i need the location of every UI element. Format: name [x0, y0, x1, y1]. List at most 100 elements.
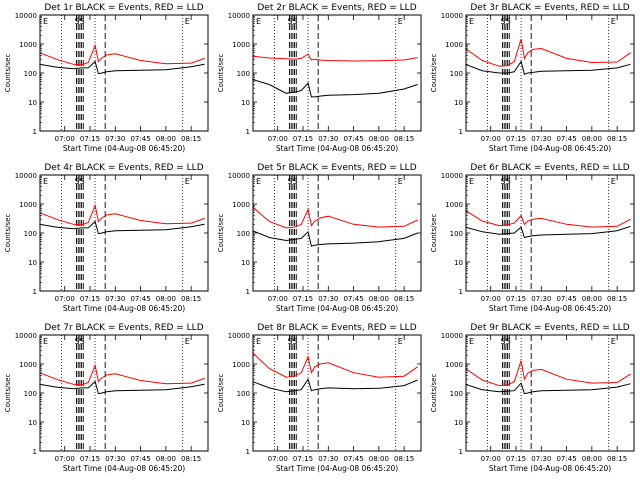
event-annotation: SS: [288, 17, 298, 26]
series-lld-line: [39, 43, 205, 66]
y-tick-label: 10: [28, 419, 37, 427]
detector-panel: Det 5r BLACK = Events, RED = LLD 1 10 100 10…: [217, 163, 422, 313]
y-tick-label: 1: [459, 448, 463, 456]
event-annotation: E: [43, 337, 48, 346]
y-tick-label: 10000: [228, 332, 250, 340]
x-tick-label: 07:15: [293, 295, 313, 303]
x-tick-label: 08:00: [582, 295, 602, 303]
x-tick-label: 08:15: [394, 135, 414, 143]
y-tick-label: 10000: [228, 172, 250, 180]
y-tick-label: 100: [24, 230, 37, 238]
series-lld-line: [465, 38, 631, 67]
y-tick-label: 1: [33, 288, 37, 296]
y-tick-label: 100: [450, 70, 463, 78]
detector-panel: Det 2r BLACK = Events, RED = LLD 1 10 100 10…: [217, 3, 422, 153]
x-tick-label: 08:00: [582, 135, 602, 143]
y-tick-label: 10: [241, 99, 250, 107]
panel-title: Det 8r BLACK = Events, RED = LLD: [257, 323, 416, 333]
event-annotation: SS: [501, 177, 511, 186]
event-annotation: E: [43, 17, 48, 26]
y-tick-label: 100: [237, 390, 250, 398]
event-annotation: SS: [288, 177, 298, 186]
y-tick-label: 100: [237, 230, 250, 238]
series-events-line: [465, 225, 631, 239]
x-axis-label: Start Time (04-Aug-08 06:45:20): [63, 304, 185, 313]
series-lld-line: [39, 363, 205, 386]
y-axis-label: Counts/sec: [430, 374, 438, 413]
y-tick-label: 1: [33, 128, 37, 136]
x-tick-label: 07:15: [293, 455, 313, 463]
y-tick-label: 1000: [232, 41, 250, 49]
series-events-line: [39, 220, 205, 235]
x-tick-label: 07:45: [556, 455, 576, 463]
y-tick-label: 1: [459, 128, 463, 136]
x-tick-label: 07:30: [531, 455, 551, 463]
x-axis-label: Start Time (04-Aug-08 06:45:20): [489, 464, 611, 473]
x-tick-label: 07:45: [130, 295, 150, 303]
x-tick-label: 07:45: [343, 295, 363, 303]
x-tick-label: 08:15: [181, 295, 201, 303]
x-tick-label: 07:30: [531, 135, 551, 143]
detector-panel: Det 4r BLACK = Events, RED = LLD 1 10 100 10…: [4, 163, 209, 313]
y-axis-label: Counts/sec: [430, 214, 438, 253]
x-tick-label: 07:00: [55, 455, 75, 463]
series-lld-line: [252, 352, 418, 378]
y-axis-label: Counts/sec: [217, 54, 225, 93]
detector-panel: Det 8r BLACK = Events, RED = LLD 1 10 100 10…: [217, 323, 422, 473]
x-tick-label: 08:15: [607, 135, 627, 143]
series-events-line: [252, 230, 418, 247]
x-tick-label: 07:30: [105, 455, 125, 463]
x-tick-label: 07:00: [481, 135, 501, 143]
panel-title: Det 9r BLACK = Events, RED = LLD: [470, 323, 629, 333]
series-lld-line: [465, 209, 631, 228]
x-tick-label: 07:30: [531, 295, 551, 303]
y-tick-label: 10: [454, 419, 463, 427]
event-annotation: E: [469, 337, 474, 346]
plot-frame: [465, 174, 635, 292]
detector-panel: Det 7r BLACK = Events, RED = LLD 1 10 100 10…: [4, 323, 209, 473]
x-tick-label: 08:15: [181, 455, 201, 463]
series-events-line: [465, 382, 631, 395]
x-tick-label: 07:00: [268, 135, 288, 143]
y-tick-label: 10000: [441, 332, 463, 340]
y-tick-label: 1000: [19, 41, 37, 49]
panel-title: Det 1r BLACK = Events, RED = LLD: [44, 3, 203, 13]
event-annotation: E: [611, 177, 616, 186]
x-tick-label: 07:45: [343, 455, 363, 463]
x-tick-label: 07:30: [318, 295, 338, 303]
x-tick-label: 07:15: [506, 135, 526, 143]
x-axis-label: Start Time (04-Aug-08 06:45:20): [489, 304, 611, 313]
x-tick-label: 08:15: [394, 455, 414, 463]
event-annotation: E: [611, 337, 616, 346]
x-tick-label: 08:00: [369, 455, 389, 463]
x-tick-label: 08:00: [156, 455, 176, 463]
plot-frame: [39, 334, 209, 452]
y-tick-label: 10000: [441, 172, 463, 180]
x-tick-label: 08:00: [582, 455, 602, 463]
y-tick-label: 1: [459, 288, 463, 296]
y-tick-label: 1000: [19, 361, 37, 369]
y-tick-label: 1000: [445, 201, 463, 209]
x-tick-label: 07:00: [268, 455, 288, 463]
y-tick-label: 100: [450, 390, 463, 398]
y-tick-label: 1000: [232, 361, 250, 369]
x-axis-label: Start Time (04-Aug-08 06:45:20): [489, 144, 611, 153]
event-annotation: E: [398, 17, 403, 26]
y-axis-label: Counts/sec: [217, 374, 225, 413]
event-annotation: SS: [288, 337, 298, 346]
y-tick-label: 1: [246, 448, 250, 456]
event-annotation: E: [398, 337, 403, 346]
y-tick-label: 1000: [19, 201, 37, 209]
x-tick-label: 08:15: [181, 135, 201, 143]
x-tick-label: 07:45: [556, 295, 576, 303]
x-tick-label: 08:00: [156, 295, 176, 303]
x-tick-label: 08:15: [394, 295, 414, 303]
x-tick-label: 07:15: [506, 455, 526, 463]
x-tick-label: 07:30: [318, 135, 338, 143]
x-axis-label: Start Time (04-Aug-08 06:45:20): [63, 464, 185, 473]
y-tick-label: 1: [33, 448, 37, 456]
panel-title: Det 7r BLACK = Events, RED = LLD: [44, 323, 203, 333]
y-axis-label: Counts/sec: [430, 54, 438, 93]
y-axis-label: Counts/sec: [4, 374, 12, 413]
